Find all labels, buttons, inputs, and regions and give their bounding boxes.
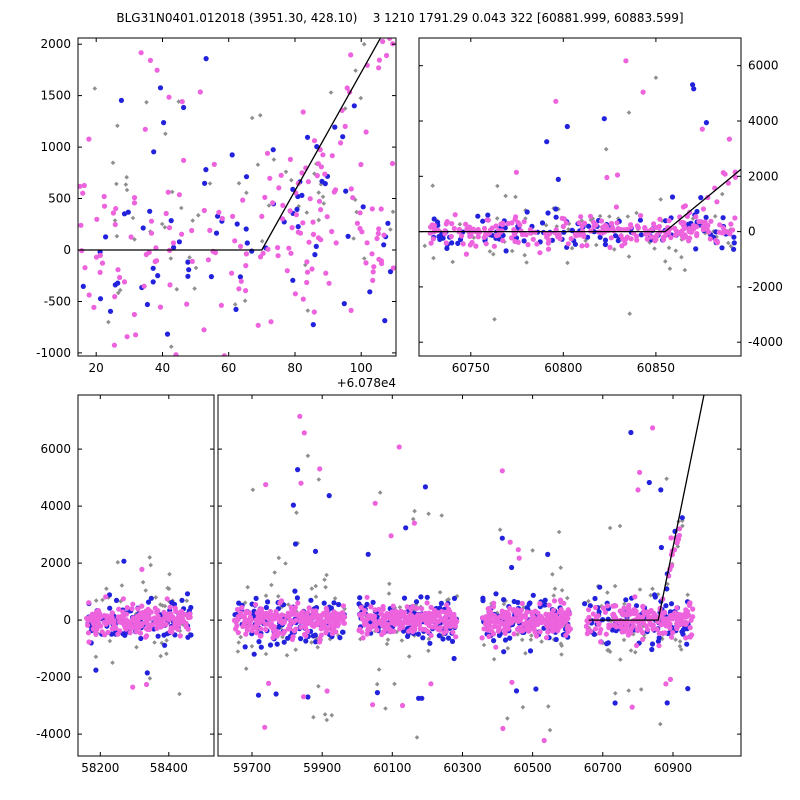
x-tick-label: 60700 xyxy=(584,761,622,775)
scatter-cluster-blue xyxy=(513,686,539,694)
x-tick-label: 60300 xyxy=(443,761,481,775)
model-line xyxy=(78,38,382,251)
y-tick-label: 0 xyxy=(63,613,71,627)
scatter-cluster-magenta xyxy=(499,468,522,561)
scatter-cluster-blue xyxy=(80,120,394,337)
scatter-cluster-blue xyxy=(499,535,551,571)
y-tick-label: 500 xyxy=(48,192,71,206)
scatter-cluster-gray xyxy=(250,453,322,566)
axes-frame xyxy=(77,394,215,757)
scatter-cluster-blue xyxy=(628,429,665,551)
y-tick-label: 2000 xyxy=(40,556,71,570)
y-tick-label: -2000 xyxy=(36,670,71,684)
scatter-cluster-magenta xyxy=(370,681,434,709)
scatter-cluster-gray xyxy=(106,555,182,697)
scatter-cluster-blue xyxy=(374,690,425,701)
x-tick-label: 60500 xyxy=(514,761,552,775)
x-tick-label: 60850 xyxy=(637,361,675,375)
scatter-cluster-magenta xyxy=(280,38,396,236)
figure-title: BLG31N0401.012018 (3951.30, 428.10) 3 12… xyxy=(116,11,684,25)
plot-zoom-left: 20 40 60 80 100 -1000 -500 0 500 1000 1500 2000 +6.0… xyxy=(36,37,397,390)
scatter-cluster-magenta xyxy=(513,58,733,181)
scatter-cluster-blue xyxy=(612,686,691,706)
y-tick-label: 1500 xyxy=(40,89,71,103)
x-tick-label: 60800 xyxy=(544,361,582,375)
y-tick-label: -4000 xyxy=(748,335,783,349)
scatter-cluster-magenta xyxy=(94,566,150,690)
scatter-cluster-magenta xyxy=(583,594,696,649)
scatter-cluster-gray xyxy=(377,490,444,522)
y-tick-label: -1000 xyxy=(36,346,71,360)
y-tick-label: 2000 xyxy=(748,169,779,183)
scatter-cluster-gray xyxy=(505,704,553,733)
y-tick-label: -4000 xyxy=(36,727,71,741)
scatter-cluster-gray xyxy=(115,100,255,137)
axes-frame xyxy=(418,37,742,357)
axes-frame xyxy=(77,37,397,357)
y-tick-label: 1000 xyxy=(40,140,71,154)
scatter-cluster-magenta xyxy=(500,679,547,744)
axes-frame xyxy=(217,394,742,757)
scatter-cluster-magenta xyxy=(262,680,330,730)
y-tick-label: 0 xyxy=(748,225,756,239)
plot-zoom-right: 60750 60800 60850 -4000 -2000 0 2000 4000 6000 xyxy=(418,37,783,375)
scatter-cluster-blue xyxy=(255,691,311,700)
scatter-cluster-magenta xyxy=(356,594,460,641)
plot-full-right: 59700 59900 60100 60300 60500 60700 60900 xyxy=(217,394,742,775)
scatter-cluster-magenta xyxy=(231,598,348,645)
scatter-cluster-gray xyxy=(92,86,396,349)
scatter-cluster-magenta xyxy=(78,126,396,356)
scatter-cluster-magenta xyxy=(372,444,417,539)
y-tick-label: 6000 xyxy=(748,59,779,73)
scatter-cluster-gray xyxy=(613,687,663,727)
y-tick-label: 0 xyxy=(63,243,71,257)
scatter-cluster-magenta xyxy=(263,413,323,488)
scatter-cluster-blue xyxy=(544,82,710,182)
y-tick-label: -2000 xyxy=(748,280,783,294)
scatter-cluster-magenta xyxy=(427,204,738,257)
x-tick-label: 60 xyxy=(221,361,236,375)
y-tick-label: -500 xyxy=(44,295,71,309)
scatter-cluster-magenta xyxy=(138,50,203,105)
scatter-cluster-magenta xyxy=(665,169,739,241)
x-tick-label: 60100 xyxy=(373,761,411,775)
x-tick-label: 80 xyxy=(287,361,302,375)
x-tick-label: 60900 xyxy=(654,761,692,775)
x-tick-label: 58200 xyxy=(81,761,119,775)
scatter-cluster-blue xyxy=(365,484,428,557)
model-line xyxy=(419,168,741,233)
plot-full-left: 58200 58400 -4000 -2000 0 2000 4000 6000 xyxy=(36,394,215,775)
x-tick-label: 59900 xyxy=(303,761,341,775)
scatter-cluster-magenta xyxy=(479,597,574,650)
scatter-cluster-magenta xyxy=(635,425,674,541)
y-tick-label: 4000 xyxy=(748,114,779,128)
x-tick-label: 59700 xyxy=(233,761,271,775)
x-tick-label: 58400 xyxy=(150,761,188,775)
scatter-cluster-gray xyxy=(492,75,673,322)
scatter-cluster-magenta xyxy=(629,676,674,710)
x-tick-label: 40 xyxy=(155,361,170,375)
scatter-cluster-gray xyxy=(607,476,680,532)
scatter-cluster-gray xyxy=(374,681,420,740)
x-tick-label: 60750 xyxy=(452,361,490,375)
x-tick-label: 20 xyxy=(89,361,104,375)
scatter-cluster-gray xyxy=(311,684,335,723)
scatter-cluster-gray xyxy=(497,527,563,570)
x-tick-label: 100 xyxy=(350,361,373,375)
model-line xyxy=(588,395,705,621)
scatter-cluster-magenta xyxy=(84,594,193,645)
scatter-cluster-gray xyxy=(289,41,367,215)
scatter-cluster-blue xyxy=(118,56,209,111)
x-offset-label: +6.078e4 xyxy=(337,376,396,390)
y-tick-label: 2000 xyxy=(40,37,71,51)
y-tick-label: 6000 xyxy=(40,442,71,456)
y-tick-label: 4000 xyxy=(40,499,71,513)
scatter-cluster-blue xyxy=(290,467,332,555)
